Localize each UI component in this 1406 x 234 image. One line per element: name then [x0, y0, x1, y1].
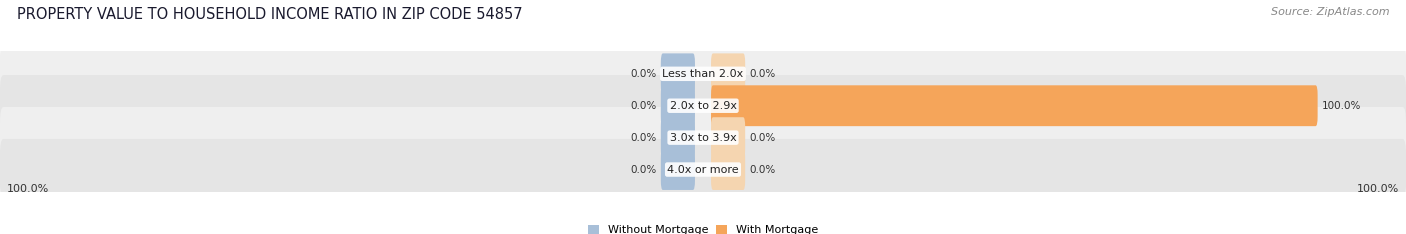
FancyBboxPatch shape: [711, 149, 745, 190]
Text: 100.0%: 100.0%: [1357, 184, 1399, 194]
FancyBboxPatch shape: [0, 107, 1406, 168]
FancyBboxPatch shape: [711, 53, 745, 94]
FancyBboxPatch shape: [0, 139, 1406, 200]
FancyBboxPatch shape: [0, 75, 1406, 136]
Text: 3.0x to 3.9x: 3.0x to 3.9x: [669, 133, 737, 143]
FancyBboxPatch shape: [0, 43, 1406, 104]
FancyBboxPatch shape: [711, 85, 1317, 126]
Text: 0.0%: 0.0%: [749, 165, 776, 175]
Text: 0.0%: 0.0%: [630, 165, 657, 175]
Text: PROPERTY VALUE TO HOUSEHOLD INCOME RATIO IN ZIP CODE 54857: PROPERTY VALUE TO HOUSEHOLD INCOME RATIO…: [17, 7, 523, 22]
FancyBboxPatch shape: [661, 85, 695, 126]
Text: 0.0%: 0.0%: [630, 101, 657, 111]
Text: 0.0%: 0.0%: [749, 69, 776, 79]
FancyBboxPatch shape: [661, 149, 695, 190]
Text: Less than 2.0x: Less than 2.0x: [662, 69, 744, 79]
Legend: Without Mortgage, With Mortgage: Without Mortgage, With Mortgage: [583, 221, 823, 234]
Text: 4.0x or more: 4.0x or more: [668, 165, 738, 175]
Text: Source: ZipAtlas.com: Source: ZipAtlas.com: [1271, 7, 1389, 17]
Text: 0.0%: 0.0%: [630, 69, 657, 79]
FancyBboxPatch shape: [661, 53, 695, 94]
FancyBboxPatch shape: [661, 117, 695, 158]
Text: 2.0x to 2.9x: 2.0x to 2.9x: [669, 101, 737, 111]
Text: 100.0%: 100.0%: [7, 184, 49, 194]
Text: 100.0%: 100.0%: [1322, 101, 1361, 111]
Text: 0.0%: 0.0%: [749, 133, 776, 143]
Text: 0.0%: 0.0%: [630, 133, 657, 143]
FancyBboxPatch shape: [711, 117, 745, 158]
